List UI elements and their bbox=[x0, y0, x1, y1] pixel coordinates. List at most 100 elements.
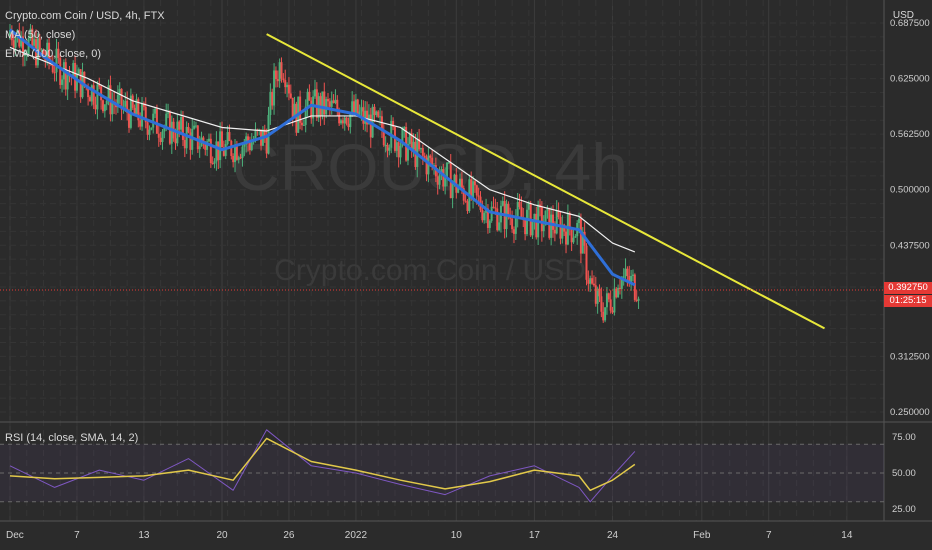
watermark: CROUSD, 4h Crypto.com Coin / USD bbox=[232, 130, 628, 287]
candle-up bbox=[525, 209, 528, 235]
ma50-line bbox=[9, 46, 636, 253]
candle-up bbox=[340, 120, 343, 124]
candle-down bbox=[336, 99, 339, 112]
candle-up bbox=[20, 36, 23, 47]
candle-down bbox=[386, 144, 389, 151]
candle-down bbox=[425, 157, 428, 175]
candle-up bbox=[453, 174, 456, 184]
candle-up bbox=[55, 48, 58, 73]
candle-up bbox=[206, 141, 209, 150]
time-tick-label: Feb bbox=[693, 530, 711, 541]
grid bbox=[9, 0, 848, 521]
price-unit-label: USD bbox=[892, 10, 914, 21]
candle-up bbox=[105, 100, 108, 105]
time-tick-label: 10 bbox=[451, 530, 463, 541]
candle-down bbox=[464, 200, 467, 202]
candle-up bbox=[254, 129, 257, 141]
candle-down bbox=[635, 299, 638, 301]
time-tick-label: 17 bbox=[529, 530, 541, 541]
candle-up bbox=[163, 127, 166, 132]
candle-down bbox=[159, 137, 162, 143]
candle-up bbox=[419, 148, 422, 150]
candle-down bbox=[202, 137, 205, 144]
candle-down bbox=[410, 133, 413, 150]
candle-up bbox=[75, 73, 78, 91]
candle-down bbox=[247, 136, 250, 144]
candle-down bbox=[300, 122, 303, 126]
time-tick-label: 7 bbox=[74, 530, 80, 541]
candle-up bbox=[241, 146, 244, 158]
candle-up bbox=[399, 145, 402, 158]
candle-down bbox=[88, 97, 91, 102]
candle-down bbox=[291, 97, 294, 119]
candle-up bbox=[61, 79, 64, 85]
last-price-badge: 0.392750 bbox=[884, 282, 932, 294]
candle-up bbox=[304, 106, 307, 125]
candle-up bbox=[403, 126, 406, 129]
candle-up bbox=[152, 113, 155, 128]
candle-down bbox=[64, 62, 67, 90]
candle-down bbox=[421, 148, 424, 156]
candle-down bbox=[315, 89, 318, 118]
candle-down bbox=[520, 206, 523, 218]
candle-up bbox=[278, 62, 281, 82]
candle-down bbox=[462, 188, 465, 201]
candle-down bbox=[507, 203, 510, 218]
candle-down bbox=[600, 296, 603, 312]
candle-up bbox=[620, 278, 623, 289]
indicator-lines bbox=[9, 28, 825, 330]
candle-up bbox=[412, 141, 415, 150]
candle-down bbox=[323, 91, 326, 115]
candle-down bbox=[565, 231, 568, 245]
candle-up bbox=[550, 214, 553, 238]
rsi-legend[interactable]: RSI (14, close, SMA, 14, 2) bbox=[5, 432, 139, 444]
price-axis[interactable]: 0.687500 0.625000 0.562500 0.500000 0.437500… bbox=[890, 18, 930, 418]
candle-up bbox=[219, 131, 222, 161]
candle-up bbox=[135, 99, 138, 114]
candle-up bbox=[313, 89, 316, 97]
candle-down bbox=[187, 126, 190, 133]
candle-down bbox=[466, 201, 469, 212]
candle-up bbox=[321, 91, 324, 117]
candle-down bbox=[366, 110, 369, 125]
candle-up bbox=[617, 287, 620, 298]
rsi-axis[interactable]: 75.00 50.00 25.00 bbox=[892, 432, 916, 515]
candle-up bbox=[498, 222, 501, 231]
price-tick-label: 0.250000 bbox=[890, 407, 930, 418]
candle-up bbox=[438, 175, 441, 185]
candle-up bbox=[198, 146, 201, 150]
ema-legend[interactable]: EMA (100, close, 0) bbox=[5, 48, 101, 60]
time-tick-label: 2022 bbox=[345, 530, 368, 541]
candle-down bbox=[609, 299, 612, 311]
candle-up bbox=[483, 212, 486, 221]
candle-down bbox=[535, 213, 538, 238]
watermark-symbol: CROUSD, 4h bbox=[232, 130, 628, 204]
candle-down bbox=[557, 210, 560, 218]
time-tick-label: 7 bbox=[766, 530, 772, 541]
candle-down bbox=[196, 125, 199, 150]
time-axis[interactable]: Dec 7 13 20 26 2022 10 17 24 Feb 7 14 bbox=[6, 530, 853, 541]
candle-down bbox=[239, 157, 242, 159]
candle-up bbox=[446, 162, 449, 178]
candle-down bbox=[289, 93, 292, 98]
ma-legend[interactable]: MA (50, close) bbox=[5, 29, 76, 41]
candle-down bbox=[353, 101, 356, 114]
candle-up bbox=[561, 224, 564, 239]
symbol-legend[interactable]: Crypto.com Coin / USD, 4h, FTX bbox=[5, 10, 165, 22]
candle-up bbox=[250, 142, 253, 151]
candle-down bbox=[494, 207, 497, 209]
candle-down bbox=[552, 214, 555, 230]
candle-down bbox=[57, 48, 60, 58]
candle-down bbox=[540, 207, 543, 232]
candle-down bbox=[59, 57, 62, 85]
candle-up bbox=[630, 275, 633, 284]
candle-up bbox=[457, 187, 460, 193]
candle-up bbox=[293, 103, 296, 119]
time-tick-label: 14 bbox=[841, 530, 853, 541]
candle-up bbox=[23, 55, 26, 57]
candle-up bbox=[578, 218, 581, 223]
candle-up bbox=[306, 91, 309, 107]
candle-down bbox=[633, 274, 636, 300]
candle-up bbox=[16, 29, 19, 38]
